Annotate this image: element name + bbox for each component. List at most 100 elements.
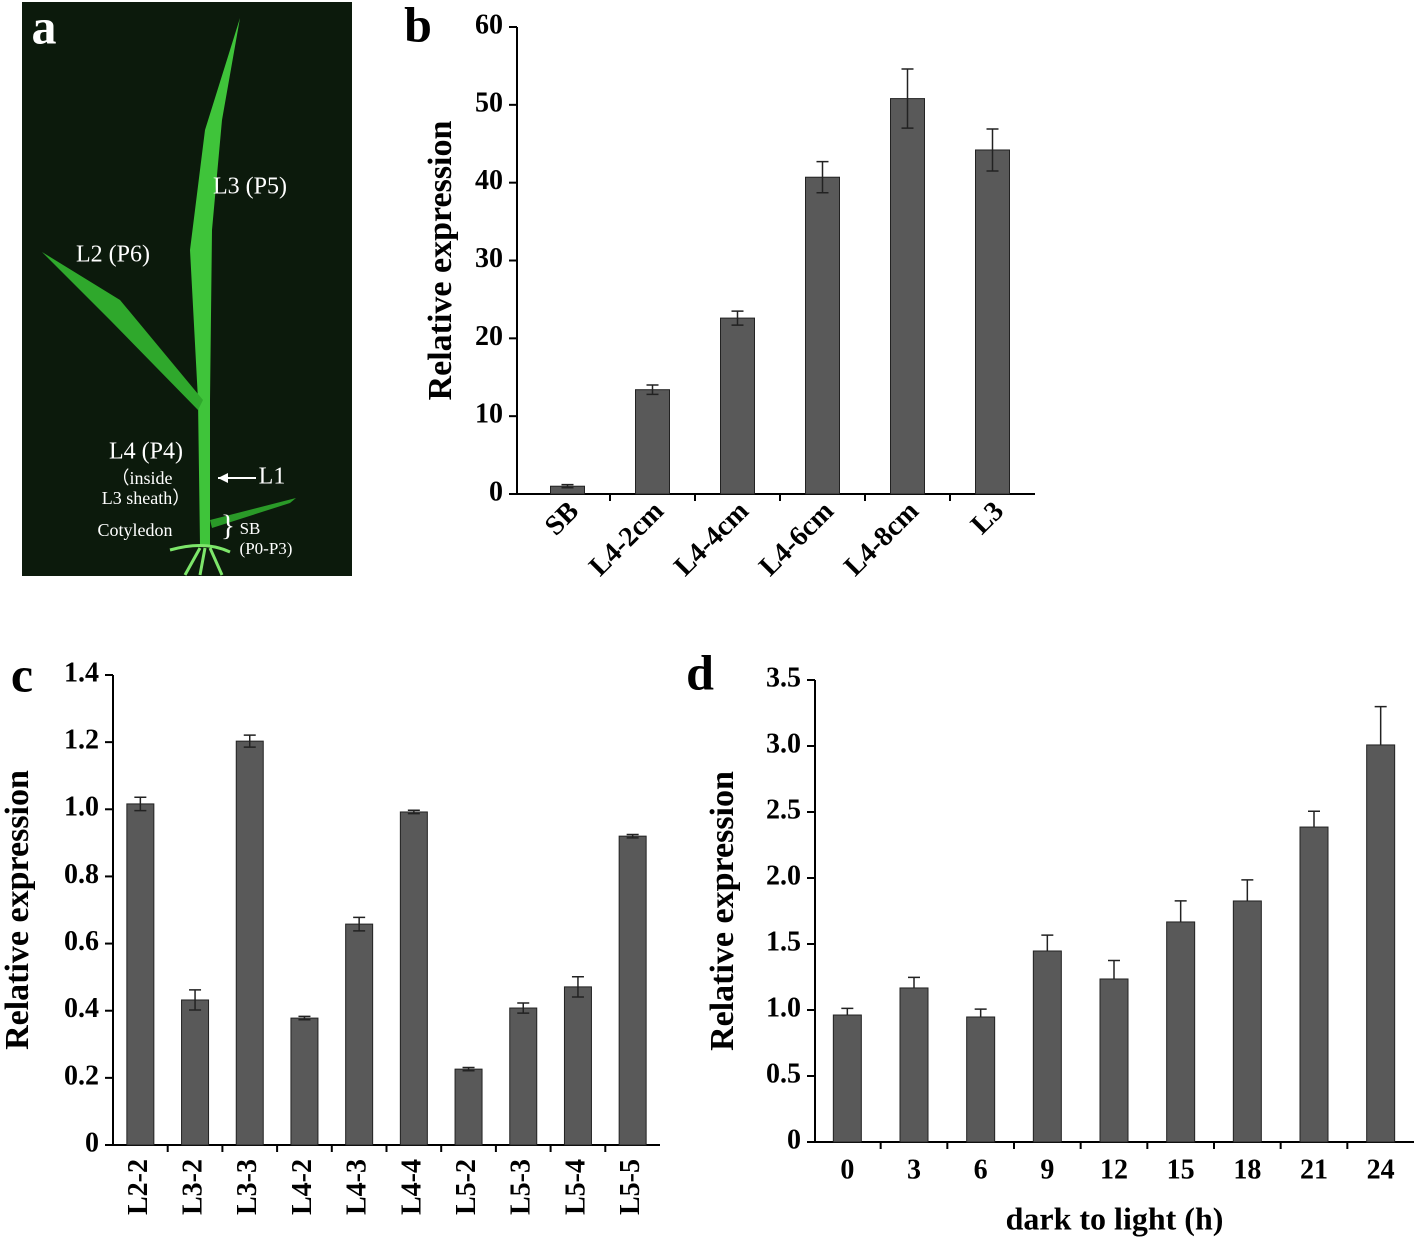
error-bar: [517, 1002, 530, 1014]
bar: [454, 1068, 483, 1146]
y-tick-label: 0.4: [64, 993, 99, 1024]
photo-background: [22, 2, 352, 576]
bar: [1166, 921, 1196, 1143]
error-bar: [1308, 810, 1320, 828]
cotyledon: [210, 498, 296, 528]
error-bar: [816, 160, 829, 194]
error-bar: [646, 384, 659, 396]
error-bar: [353, 916, 366, 932]
error-bar: [571, 976, 584, 998]
bar: [966, 1016, 996, 1143]
y-tick-label: 2.5: [766, 794, 801, 825]
bar: [720, 317, 755, 495]
x-tick-label: L3-2: [177, 1159, 208, 1215]
bar: [618, 835, 647, 1146]
x-tick-label: L3-3: [232, 1159, 263, 1215]
y-tick-label: 1.0: [64, 792, 99, 823]
y-tick-label: 0: [787, 1124, 801, 1155]
error-bar: [1041, 934, 1054, 951]
error-bar: [974, 1008, 987, 1017]
x-tick-label: 18: [1233, 1154, 1261, 1185]
error-bar: [243, 734, 256, 748]
y-axis-label: Relative expression: [422, 120, 459, 400]
y-tick-label: 0: [489, 476, 503, 507]
y-tick-label: 1.4: [64, 657, 99, 688]
x-tick-label: L3: [965, 496, 1010, 541]
x-tick-label: 24: [1367, 1154, 1395, 1185]
y-tick-label: 2.0: [766, 860, 801, 891]
error-bar: [462, 1066, 475, 1072]
error-bar: [731, 310, 744, 326]
bar: [1232, 900, 1262, 1143]
photo-panel: }: [22, 2, 352, 576]
error-bar: [1241, 879, 1254, 901]
arrow-head: [218, 473, 228, 483]
error-bar: [407, 809, 420, 815]
y-axis-label: Relative expression: [0, 770, 36, 1050]
x-tick-label: L5-5: [615, 1159, 646, 1215]
bar: [290, 1017, 319, 1146]
x-tick-label: L4-2cm: [583, 496, 670, 583]
bar: [832, 1014, 862, 1143]
x-tick-label: L4-3: [342, 1159, 373, 1215]
photo-label: L2 (P6): [76, 242, 150, 268]
y-tick-label: 10: [475, 399, 503, 430]
leaf-l3: [190, 18, 240, 545]
y-axis-label: Relative expression: [704, 771, 741, 1051]
error-bar: [841, 1007, 854, 1016]
bar: [635, 389, 670, 495]
y-tick-label: 0.5: [766, 1058, 801, 1089]
bar: [805, 176, 840, 495]
x-tick-label: L4-6cm: [753, 496, 840, 583]
bar: [345, 923, 374, 1146]
y-tick-label: 60: [475, 9, 503, 40]
y-tick-label: 0.2: [64, 1060, 99, 1091]
y-tick-label: 40: [475, 165, 503, 196]
photo-label: L1: [259, 464, 286, 490]
bar: [1099, 978, 1129, 1143]
error-bar: [1108, 959, 1120, 979]
x-tick-label: L5-3: [506, 1159, 537, 1215]
x-tick-label: 21: [1300, 1154, 1328, 1185]
panel-letter: c: [11, 646, 33, 702]
photo-label: L3 sheath）: [102, 488, 190, 508]
panel-letter: b: [404, 0, 432, 52]
x-tick-label: 15: [1167, 1154, 1195, 1185]
bar: [181, 999, 210, 1146]
bar: [899, 987, 929, 1143]
y-tick-label: 3.0: [766, 728, 801, 759]
y-tick-label: 0: [85, 1127, 99, 1158]
bar: [1366, 744, 1396, 1143]
x-tick-label: 3: [907, 1154, 921, 1185]
x-axis-label: dark to light (h): [1006, 1200, 1224, 1236]
panel-letter: a: [32, 0, 57, 54]
error-bar: [1374, 705, 1387, 745]
photo-label: (P0-P3): [240, 539, 293, 558]
bar: [563, 986, 592, 1146]
error-bar: [1174, 900, 1187, 922]
bar: [975, 149, 1010, 495]
bar: [126, 803, 155, 1146]
photo-label: SB: [240, 519, 261, 538]
photo-label: L4 (P4): [109, 439, 183, 465]
error-bar: [189, 989, 202, 1011]
x-tick-label: L2-2: [123, 1159, 154, 1215]
bar: [235, 740, 264, 1146]
bar: [1299, 826, 1329, 1143]
x-tick-label: L4-2: [287, 1159, 318, 1215]
error-bar: [908, 976, 920, 988]
error-bar: [134, 796, 147, 812]
photo-label: （inside: [112, 468, 173, 488]
x-tick-label: L5-2: [451, 1159, 482, 1215]
x-tick-label: L4-8cm: [838, 496, 925, 583]
y-tick-label: 20: [475, 321, 503, 352]
x-tick-label: 6: [974, 1154, 988, 1185]
y-tick-label: 1.0: [766, 992, 801, 1023]
x-tick-label: 9: [1040, 1154, 1054, 1185]
y-tick-label: 1.5: [766, 926, 801, 957]
x-tick-label: L5-4: [560, 1159, 591, 1215]
x-tick-label: L4-4: [396, 1159, 427, 1215]
x-tick-label: L4-4cm: [668, 496, 755, 583]
